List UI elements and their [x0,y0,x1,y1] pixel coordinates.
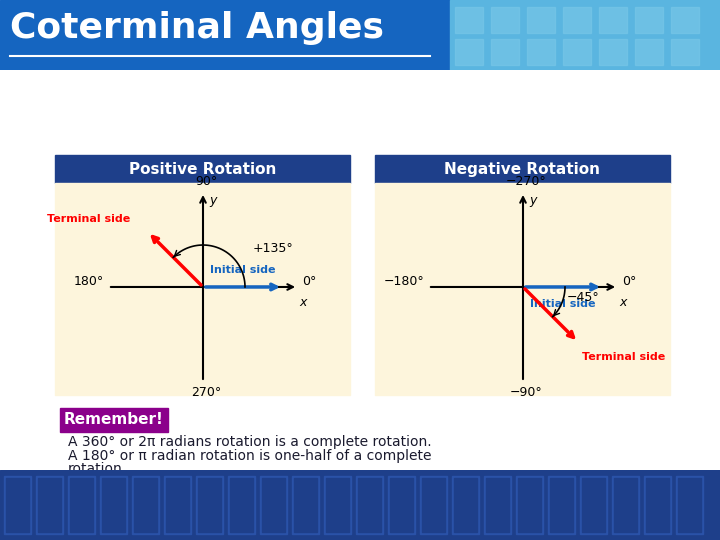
Bar [612,476,639,534]
Bar [671,7,699,33]
Text: −180°: −180° [383,275,424,288]
Bar [294,478,317,532]
Bar [563,7,591,33]
Bar [671,39,699,65]
Text: −270°: −270° [505,175,546,188]
Text: Negative Rotation: Negative Rotation [444,161,600,177]
Bar [38,478,61,532]
Bar [132,476,159,534]
Bar [102,478,125,532]
Bar [676,476,703,534]
Text: Remember!: Remember! [64,413,164,427]
Bar [36,476,63,534]
Bar [614,478,637,532]
Bar [4,476,31,534]
Bar [0,0,450,70]
Bar [68,476,95,534]
Bar [100,476,127,534]
Bar [516,476,543,534]
Bar [527,7,555,33]
Text: 90°: 90° [195,175,217,188]
Bar [196,476,223,534]
Bar [292,476,319,534]
Text: x: x [619,296,626,309]
Bar [422,478,445,532]
Bar [324,476,351,534]
Bar [450,0,720,70]
Bar [550,478,573,532]
Bar [644,476,671,534]
Text: A 180° or π radian rotation is one-half of a complete: A 180° or π radian rotation is one-half … [68,449,431,463]
Bar [55,183,350,395]
Bar [452,476,479,534]
Text: A 360° or 2π radians rotation is a complete rotation.: A 360° or 2π radians rotation is a compl… [68,435,431,449]
Bar [375,155,670,183]
Text: y: y [529,194,536,207]
Bar [635,39,663,65]
Bar [358,478,381,532]
Bar [455,7,483,33]
Text: Positive Rotation: Positive Rotation [129,161,276,177]
Text: Terminal side: Terminal side [582,352,665,362]
Bar [55,155,350,183]
Bar [563,39,591,65]
Text: Initial side: Initial side [210,265,276,275]
Bar [55,433,665,475]
Bar [646,478,669,532]
Bar [678,478,701,532]
Bar [455,39,483,65]
Bar [356,476,383,534]
Bar [518,478,541,532]
Bar [491,39,519,65]
Text: 0°: 0° [622,275,636,288]
Text: Initial side: Initial side [530,299,595,309]
Text: 270°: 270° [191,386,221,399]
Text: Coterminal Angles: Coterminal Angles [10,11,384,45]
Bar [326,478,349,532]
Text: 180°: 180° [73,275,104,288]
Bar [582,478,605,532]
Text: Terminal side: Terminal side [47,214,130,224]
Bar [599,7,627,33]
Bar [228,476,255,534]
Bar [527,39,555,65]
Bar [164,476,191,534]
Bar [375,183,670,395]
Bar [635,7,663,33]
Bar [260,476,287,534]
Text: y: y [209,194,217,207]
Bar [134,478,157,532]
Bar [599,39,627,65]
Bar [262,478,285,532]
Bar [484,476,511,534]
Bar [580,476,607,534]
Bar [230,478,253,532]
Text: 0°: 0° [302,275,316,288]
Bar [6,478,29,532]
Text: −90°: −90° [510,386,542,399]
Bar [420,476,447,534]
Bar [548,476,575,534]
Text: −45°: −45° [567,291,600,304]
Text: +135°: +135° [253,242,294,255]
Bar [70,478,93,532]
Bar [486,478,509,532]
Bar [491,7,519,33]
Bar [454,478,477,532]
Text: rotation.: rotation. [68,462,127,476]
Bar [166,478,189,532]
Bar [60,408,168,432]
Bar [388,476,415,534]
Text: x: x [299,296,307,309]
Bar [198,478,221,532]
Bar [390,478,413,532]
